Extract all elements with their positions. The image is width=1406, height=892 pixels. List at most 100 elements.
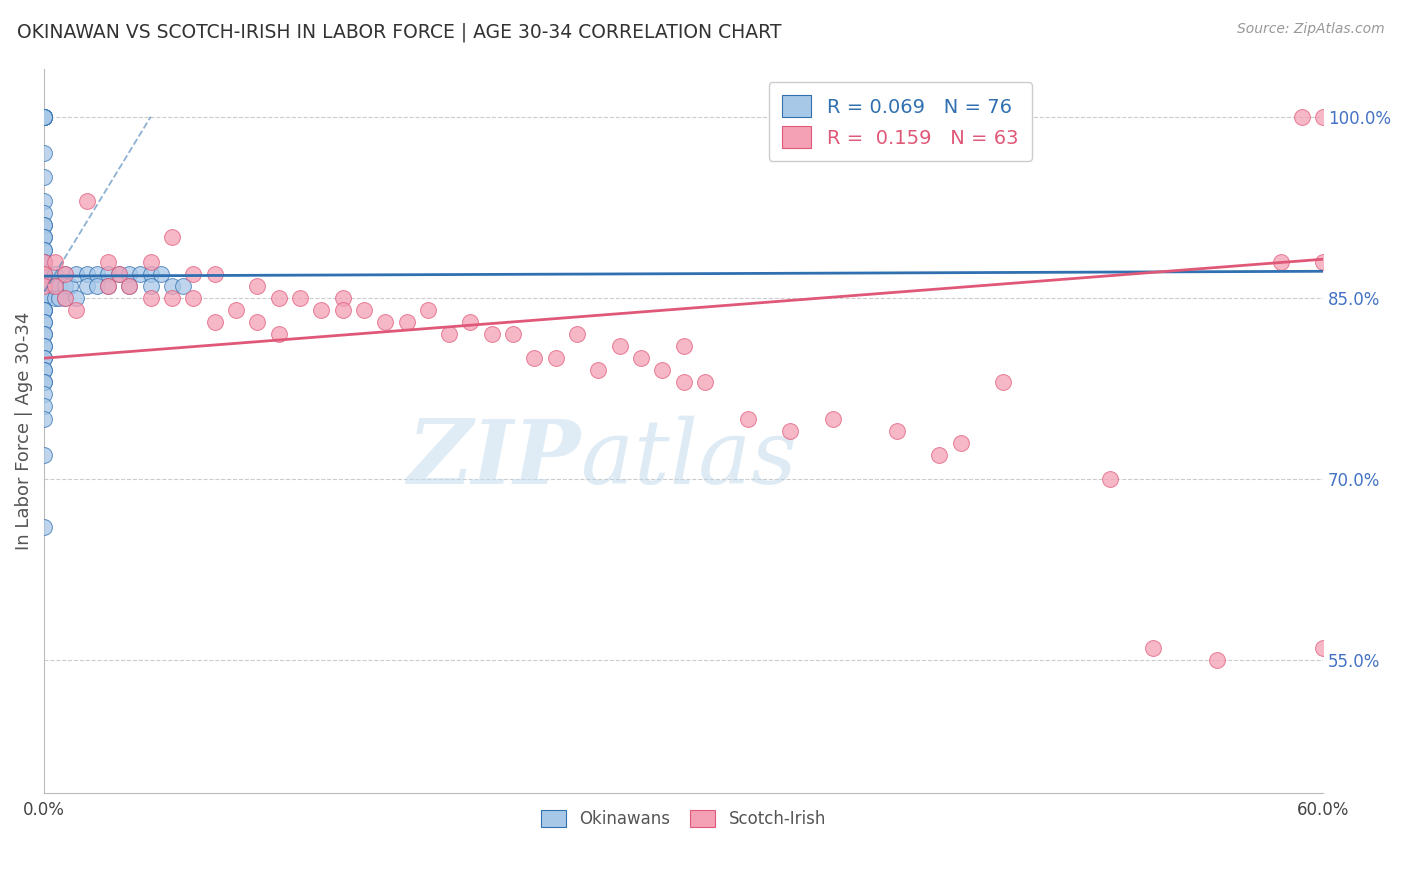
Point xyxy=(160,230,183,244)
Point xyxy=(437,326,460,341)
Point xyxy=(32,339,55,353)
Point xyxy=(1312,254,1334,268)
Point xyxy=(32,230,55,244)
Point xyxy=(97,267,120,281)
Point xyxy=(1270,254,1292,268)
Point xyxy=(32,267,55,281)
Point xyxy=(32,170,55,185)
Point xyxy=(118,278,141,293)
Point xyxy=(32,411,55,425)
Point xyxy=(107,267,129,281)
Point xyxy=(523,351,546,366)
Point xyxy=(139,291,162,305)
Point xyxy=(32,110,55,124)
Point xyxy=(32,110,55,124)
Point xyxy=(502,326,524,341)
Point xyxy=(32,278,55,293)
Point xyxy=(118,267,141,281)
Point xyxy=(32,326,55,341)
Point xyxy=(395,315,418,329)
Point xyxy=(32,267,55,281)
Point xyxy=(374,315,396,329)
Point xyxy=(544,351,567,366)
Point xyxy=(32,243,55,257)
Point xyxy=(139,267,162,281)
Point xyxy=(160,278,183,293)
Point xyxy=(32,243,55,257)
Point xyxy=(246,315,269,329)
Text: Source: ZipAtlas.com: Source: ZipAtlas.com xyxy=(1237,22,1385,37)
Point xyxy=(1312,640,1334,655)
Point xyxy=(32,278,55,293)
Point xyxy=(32,291,55,305)
Point xyxy=(32,110,55,124)
Point xyxy=(32,110,55,124)
Point xyxy=(928,448,950,462)
Point xyxy=(55,291,77,305)
Point xyxy=(32,110,55,124)
Point xyxy=(672,339,695,353)
Point xyxy=(65,291,87,305)
Point xyxy=(416,302,439,317)
Point xyxy=(97,254,120,268)
Point xyxy=(993,376,1015,390)
Point xyxy=(204,267,226,281)
Point xyxy=(32,448,55,462)
Point xyxy=(32,291,55,305)
Point xyxy=(32,267,55,281)
Point xyxy=(32,351,55,366)
Point xyxy=(55,291,77,305)
Point xyxy=(65,302,87,317)
Point xyxy=(32,146,55,161)
Point xyxy=(150,267,173,281)
Point xyxy=(630,351,652,366)
Point xyxy=(267,291,290,305)
Point xyxy=(32,194,55,209)
Point xyxy=(779,424,801,438)
Point xyxy=(32,267,55,281)
Point xyxy=(32,206,55,220)
Point xyxy=(1142,640,1164,655)
Point xyxy=(288,291,311,305)
Point xyxy=(76,194,98,209)
Point xyxy=(86,278,108,293)
Point xyxy=(86,267,108,281)
Point xyxy=(204,315,226,329)
Text: ZIP: ZIP xyxy=(408,417,581,503)
Point xyxy=(48,278,70,293)
Point xyxy=(139,278,162,293)
Point xyxy=(1291,110,1313,124)
Point xyxy=(32,110,55,124)
Legend: Okinawans, Scotch-Irish: Okinawans, Scotch-Irish xyxy=(534,804,832,835)
Point xyxy=(32,387,55,401)
Point xyxy=(32,520,55,534)
Point xyxy=(44,267,66,281)
Point xyxy=(97,278,120,293)
Text: OKINAWAN VS SCOTCH-IRISH IN LABOR FORCE | AGE 30-34 CORRELATION CHART: OKINAWAN VS SCOTCH-IRISH IN LABOR FORCE … xyxy=(17,22,782,42)
Point xyxy=(737,411,759,425)
Point xyxy=(32,339,55,353)
Point xyxy=(309,302,332,317)
Point xyxy=(1312,110,1334,124)
Point xyxy=(55,267,77,281)
Point xyxy=(1098,472,1121,486)
Point xyxy=(32,351,55,366)
Point xyxy=(693,376,716,390)
Point xyxy=(160,291,183,305)
Point xyxy=(225,302,247,317)
Point xyxy=(481,326,503,341)
Point xyxy=(32,363,55,377)
Point xyxy=(76,278,98,293)
Point xyxy=(32,302,55,317)
Point xyxy=(32,363,55,377)
Point xyxy=(267,326,290,341)
Point xyxy=(32,219,55,233)
Text: atlas: atlas xyxy=(581,417,797,503)
Point xyxy=(32,278,55,293)
Point xyxy=(949,435,972,450)
Point xyxy=(118,278,141,293)
Point xyxy=(32,302,55,317)
Point xyxy=(821,411,844,425)
Point xyxy=(651,363,673,377)
Point xyxy=(32,326,55,341)
